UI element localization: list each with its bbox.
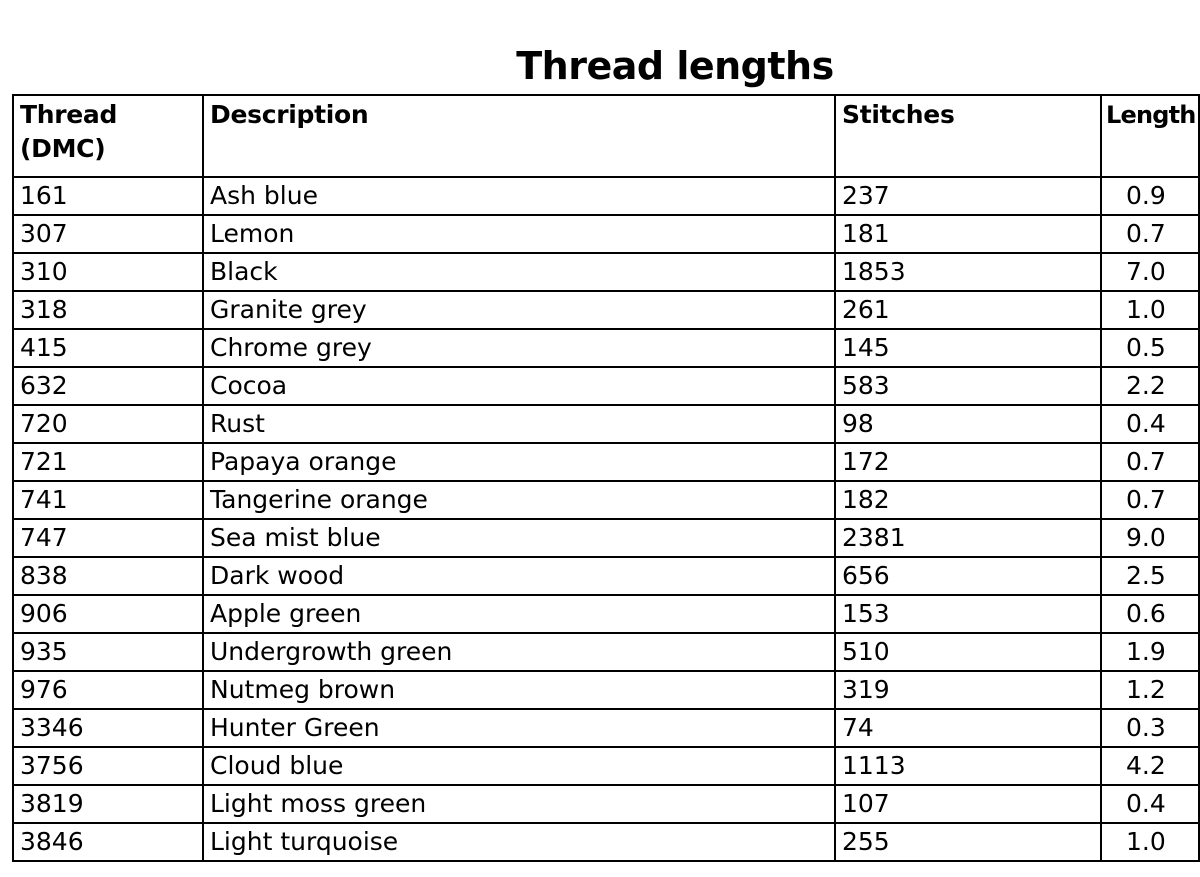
thread-lengths-table: Thread (DMC) Description Stitches Length …: [12, 94, 1200, 862]
table-row: 3346 Hunter Green 74 0.3: [12, 708, 1200, 748]
cell-description: Nutmeg brown: [202, 670, 836, 710]
cell-description: Rust: [202, 404, 836, 444]
cell-description: Light turquoise: [202, 822, 836, 862]
cell-length: 0.4: [1100, 404, 1200, 444]
cell-stitches: 237: [834, 176, 1102, 216]
cell-thread: 906: [12, 594, 204, 634]
cell-thread: 747: [12, 518, 204, 558]
cell-length: 0.3: [1100, 708, 1200, 748]
page-title: Thread lengths: [516, 44, 834, 88]
cell-description: Tangerine orange: [202, 480, 836, 520]
cell-stitches: 107: [834, 784, 1102, 824]
cell-description: Sea mist blue: [202, 518, 836, 558]
cell-length: 0.4: [1100, 784, 1200, 824]
cell-description: Apple green: [202, 594, 836, 634]
cell-description: Lemon: [202, 214, 836, 254]
cell-stitches: 1113: [834, 746, 1102, 786]
cell-thread: 3819: [12, 784, 204, 824]
table-row: 935 Undergrowth green 510 1.9: [12, 632, 1200, 672]
table-row: 3756 Cloud blue 1113 4.2: [12, 746, 1200, 786]
cell-stitches: 656: [834, 556, 1102, 596]
cell-thread: 318: [12, 290, 204, 330]
cell-length: 9.0: [1100, 518, 1200, 558]
table-row: 976 Nutmeg brown 319 1.2: [12, 670, 1200, 710]
cell-description: Granite grey: [202, 290, 836, 330]
table-row: 161 Ash blue 237 0.9: [12, 176, 1200, 216]
table-row: 632 Cocoa 583 2.2: [12, 366, 1200, 406]
header-stitches: Stitches: [834, 94, 1102, 178]
cell-thread: 3346: [12, 708, 204, 748]
cell-stitches: 153: [834, 594, 1102, 634]
cell-stitches: 261: [834, 290, 1102, 330]
cell-length: 2.5: [1100, 556, 1200, 596]
table-row: 720 Rust 98 0.4: [12, 404, 1200, 444]
cell-stitches: 255: [834, 822, 1102, 862]
cell-stitches: 74: [834, 708, 1102, 748]
table-row: 318 Granite grey 261 1.0: [12, 290, 1200, 330]
cell-length: 4.2: [1100, 746, 1200, 786]
cell-description: Dark wood: [202, 556, 836, 596]
table-row: 838 Dark wood 656 2.5: [12, 556, 1200, 596]
cell-stitches: 181: [834, 214, 1102, 254]
cell-thread: 838: [12, 556, 204, 596]
cell-thread: 935: [12, 632, 204, 672]
cell-length: 1.9: [1100, 632, 1200, 672]
table-row: 415 Chrome grey 145 0.5: [12, 328, 1200, 368]
table-row: 307 Lemon 181 0.7: [12, 214, 1200, 254]
cell-stitches: 172: [834, 442, 1102, 482]
cell-length: 2.2: [1100, 366, 1200, 406]
header-thread-line1: Thread: [20, 100, 118, 129]
header-thread: Thread (DMC): [12, 94, 204, 178]
cell-thread: 307: [12, 214, 204, 254]
cell-stitches: 182: [834, 480, 1102, 520]
cell-thread: 161: [12, 176, 204, 216]
cell-length: 1.0: [1100, 822, 1200, 862]
cell-description: Cocoa: [202, 366, 836, 406]
table-row: 741 Tangerine orange 182 0.7: [12, 480, 1200, 520]
table-row: 3846 Light turquoise 255 1.0: [12, 822, 1200, 862]
table-row: 906 Apple green 153 0.6: [12, 594, 1200, 634]
header-description: Description: [202, 94, 836, 178]
table-row: 747 Sea mist blue 2381 9.0: [12, 518, 1200, 558]
cell-length: 1.0: [1100, 290, 1200, 330]
table-row: 310 Black 1853 7.0: [12, 252, 1200, 292]
cell-stitches: 145: [834, 328, 1102, 368]
cell-thread: 310: [12, 252, 204, 292]
cell-thread: 415: [12, 328, 204, 368]
cell-length: 0.6: [1100, 594, 1200, 634]
cell-description: Undergrowth green: [202, 632, 836, 672]
cell-thread: 721: [12, 442, 204, 482]
cell-stitches: 98: [834, 404, 1102, 444]
cell-description: Light moss green: [202, 784, 836, 824]
cell-description: Ash blue: [202, 176, 836, 216]
cell-length: 0.7: [1100, 214, 1200, 254]
cell-stitches: 2381: [834, 518, 1102, 558]
cell-length: 0.7: [1100, 480, 1200, 520]
cell-stitches: 1853: [834, 252, 1102, 292]
cell-length: 0.7: [1100, 442, 1200, 482]
cell-stitches: 510: [834, 632, 1102, 672]
cell-description: Papaya orange: [202, 442, 836, 482]
cell-thread: 720: [12, 404, 204, 444]
header-length: Length: [1100, 94, 1200, 178]
cell-thread: 3846: [12, 822, 204, 862]
cell-thread: 976: [12, 670, 204, 710]
cell-thread: 741: [12, 480, 204, 520]
table-header-row: Thread (DMC) Description Stitches Length: [12, 94, 1200, 178]
cell-stitches: 319: [834, 670, 1102, 710]
cell-length: 7.0: [1100, 252, 1200, 292]
cell-description: Chrome grey: [202, 328, 836, 368]
cell-description: Cloud blue: [202, 746, 836, 786]
cell-description: Hunter Green: [202, 708, 836, 748]
cell-thread: 632: [12, 366, 204, 406]
cell-thread: 3756: [12, 746, 204, 786]
cell-stitches: 583: [834, 366, 1102, 406]
cell-description: Black: [202, 252, 836, 292]
cell-length: 1.2: [1100, 670, 1200, 710]
header-thread-line2: (DMC): [20, 134, 106, 163]
cell-length: 0.5: [1100, 328, 1200, 368]
table-row: 3819 Light moss green 107 0.4: [12, 784, 1200, 824]
table-row: 721 Papaya orange 172 0.7: [12, 442, 1200, 482]
cell-length: 0.9: [1100, 176, 1200, 216]
